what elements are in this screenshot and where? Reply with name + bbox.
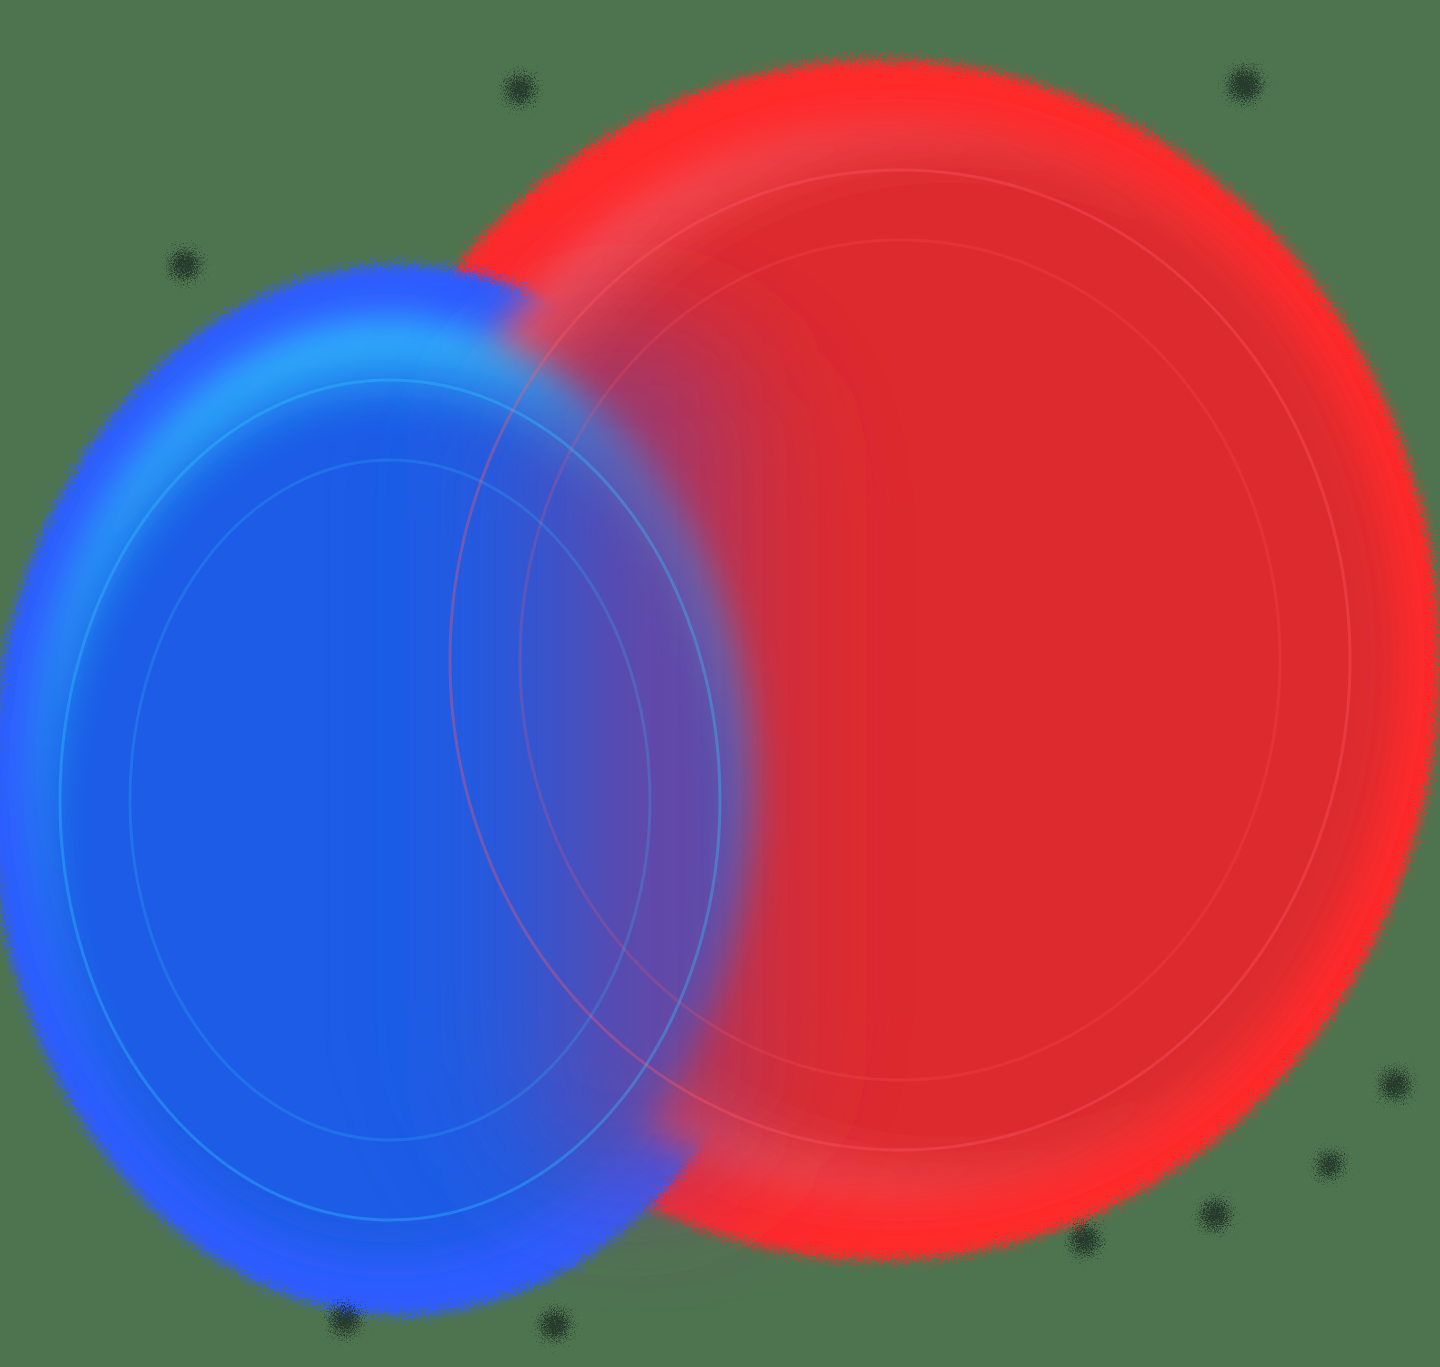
- ripple-rings: [58, 168, 1352, 1222]
- color-blend-band: [430, 330, 850, 1190]
- rim-speckles: [171, 69, 1409, 1339]
